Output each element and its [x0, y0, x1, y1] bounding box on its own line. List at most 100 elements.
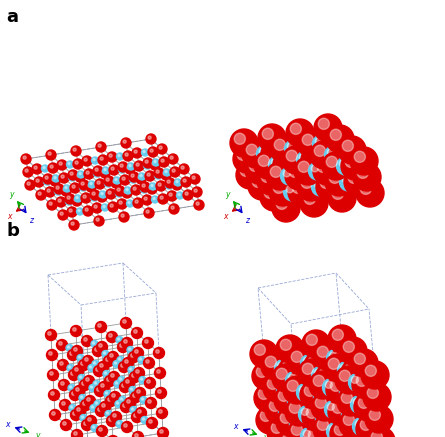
Circle shape [139, 358, 142, 360]
Circle shape [157, 144, 167, 154]
Circle shape [298, 130, 326, 158]
Circle shape [109, 154, 112, 157]
Circle shape [287, 156, 306, 174]
Circle shape [106, 358, 109, 361]
Circle shape [144, 208, 154, 218]
Circle shape [109, 392, 121, 402]
Circle shape [147, 184, 157, 194]
Text: x: x [233, 422, 237, 431]
Circle shape [176, 180, 178, 183]
Circle shape [81, 420, 93, 430]
Circle shape [329, 352, 336, 359]
Circle shape [142, 398, 144, 400]
Circle shape [81, 336, 93, 347]
Circle shape [104, 391, 111, 398]
Circle shape [190, 174, 200, 184]
Circle shape [122, 188, 132, 198]
Circle shape [163, 169, 170, 176]
Circle shape [165, 170, 167, 173]
Circle shape [58, 199, 61, 202]
Circle shape [269, 178, 297, 206]
Circle shape [43, 166, 45, 169]
Circle shape [135, 200, 138, 203]
Circle shape [276, 408, 304, 436]
Circle shape [103, 352, 105, 354]
Circle shape [302, 330, 330, 358]
Circle shape [69, 389, 81, 400]
Circle shape [303, 377, 320, 395]
Circle shape [90, 182, 92, 185]
Circle shape [53, 175, 60, 182]
Circle shape [158, 427, 169, 437]
Circle shape [302, 170, 309, 177]
Circle shape [172, 169, 175, 172]
Circle shape [79, 173, 81, 175]
Circle shape [265, 144, 276, 156]
Circle shape [367, 427, 395, 437]
Circle shape [140, 182, 150, 192]
Circle shape [363, 383, 391, 411]
Circle shape [108, 351, 118, 363]
Circle shape [339, 370, 350, 382]
Circle shape [47, 200, 57, 210]
Circle shape [36, 179, 39, 182]
Circle shape [290, 159, 297, 166]
Circle shape [96, 322, 106, 333]
Circle shape [296, 155, 307, 166]
Circle shape [138, 410, 141, 413]
Circle shape [345, 403, 373, 431]
Circle shape [132, 412, 142, 423]
Circle shape [332, 157, 360, 185]
Circle shape [334, 391, 362, 419]
Circle shape [291, 391, 319, 419]
Circle shape [283, 376, 311, 404]
Circle shape [75, 172, 85, 182]
Circle shape [69, 386, 72, 388]
Circle shape [25, 169, 28, 172]
Circle shape [323, 378, 340, 396]
Circle shape [99, 428, 102, 431]
Circle shape [69, 209, 72, 212]
Circle shape [324, 400, 343, 419]
Circle shape [118, 162, 128, 172]
Circle shape [93, 170, 101, 177]
Circle shape [119, 212, 129, 222]
Circle shape [151, 184, 153, 187]
Circle shape [328, 358, 340, 369]
Circle shape [293, 413, 321, 437]
Circle shape [138, 176, 141, 179]
Text: z: z [29, 215, 33, 225]
Circle shape [353, 398, 360, 406]
Circle shape [329, 425, 336, 432]
Circle shape [316, 151, 333, 169]
Circle shape [276, 408, 304, 436]
Circle shape [98, 155, 108, 165]
Circle shape [119, 378, 121, 380]
Circle shape [97, 341, 108, 353]
Circle shape [153, 198, 155, 200]
Circle shape [304, 425, 332, 437]
Circle shape [261, 140, 289, 168]
Circle shape [78, 360, 89, 371]
Circle shape [144, 197, 147, 200]
Circle shape [84, 169, 94, 179]
Circle shape [345, 403, 373, 431]
Circle shape [271, 422, 283, 434]
Circle shape [341, 359, 369, 387]
Circle shape [83, 206, 93, 216]
Circle shape [291, 424, 303, 435]
Circle shape [168, 154, 178, 164]
Circle shape [73, 159, 83, 169]
Circle shape [252, 176, 263, 187]
Circle shape [259, 161, 278, 179]
Circle shape [352, 371, 380, 399]
Circle shape [102, 167, 109, 174]
Circle shape [145, 340, 148, 343]
Circle shape [51, 392, 54, 395]
Circle shape [32, 164, 42, 174]
Circle shape [68, 385, 75, 392]
Circle shape [117, 199, 127, 209]
Circle shape [318, 118, 329, 129]
Circle shape [310, 378, 321, 389]
Circle shape [298, 161, 309, 173]
